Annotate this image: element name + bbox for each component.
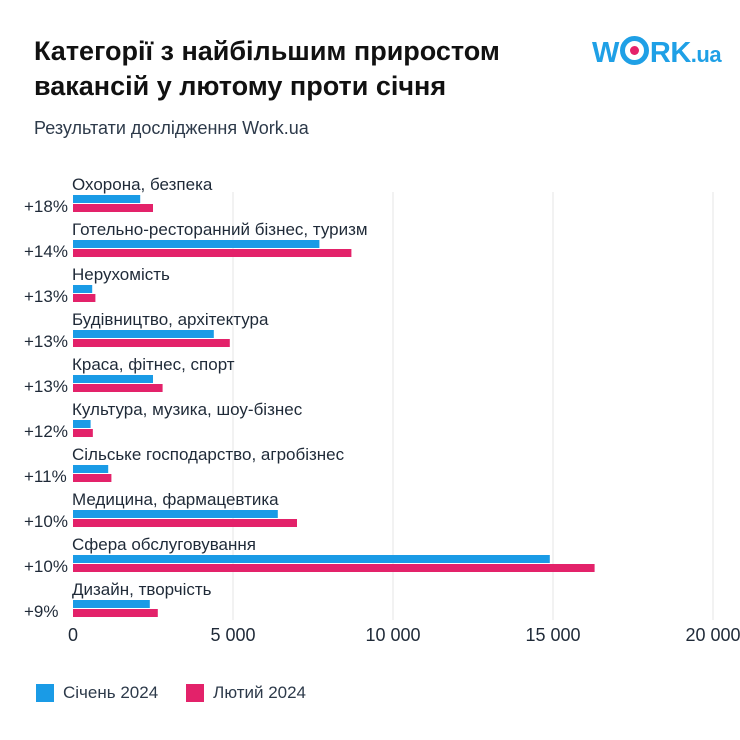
bar-feb	[73, 204, 153, 212]
legend-label-feb: Лютий 2024	[213, 683, 307, 702]
bar-feb	[73, 249, 352, 257]
bar-feb	[73, 519, 297, 527]
growth-label: +18%	[24, 197, 68, 216]
category-label: Медицина, фармацевтика	[72, 490, 279, 509]
category-label: Сільське господарство, агробізнес	[72, 445, 345, 464]
bar-feb	[73, 429, 93, 437]
category-label: Дизайн, творчість	[72, 580, 212, 599]
bar-jan	[73, 240, 320, 248]
x-tick-label: 20 000	[685, 625, 740, 645]
work-ua-logo: W RK.ua	[592, 36, 722, 69]
x-tick-label: 0	[68, 625, 78, 645]
category-label: Сфера обслуговування	[72, 535, 256, 554]
bar-jan	[73, 330, 214, 338]
legend-swatch-jan	[36, 684, 54, 702]
bar-jan	[73, 510, 278, 518]
legend-label-jan: Січень 2024	[63, 683, 159, 702]
bar-jan	[73, 600, 150, 608]
growth-label: +13%	[24, 287, 68, 306]
growth-label: +9%	[24, 602, 59, 621]
bar-jan	[73, 285, 93, 293]
growth-label: +13%	[24, 332, 68, 351]
bar-jan	[73, 555, 550, 563]
bar-jan	[73, 375, 153, 383]
bar-feb	[73, 474, 112, 482]
category-label: Готельно-ресторанний бізнес, туризм	[72, 220, 368, 239]
x-tick-label: 10 000	[365, 625, 420, 645]
category-label: Культура, музика, шоу-бізнес	[72, 400, 303, 419]
category-label: Нерухомість	[72, 265, 170, 284]
bar-feb	[73, 609, 158, 617]
bar-feb	[73, 339, 230, 347]
growth-label: +10%	[24, 557, 68, 576]
category-label: Будівництво, архітектура	[72, 310, 269, 329]
growth-label: +10%	[24, 512, 68, 531]
growth-label: +14%	[24, 242, 68, 261]
growth-label: +12%	[24, 422, 68, 441]
x-tick-label: 15 000	[525, 625, 580, 645]
bar-jan	[73, 465, 109, 473]
bar-feb	[73, 384, 163, 392]
category-label: Охорона, безпека	[72, 175, 213, 194]
bar-feb	[73, 294, 96, 302]
chart-subtitle: Результати дослідження Work.ua	[34, 118, 309, 138]
legend-item-feb: Лютий 2024	[186, 683, 306, 703]
x-tick-label: 5 000	[210, 625, 255, 645]
bar-jan	[73, 420, 91, 428]
legend-item-jan: Січень 2024	[36, 683, 158, 703]
bar-jan	[73, 195, 141, 203]
legend-swatch-feb	[186, 684, 205, 702]
category-label: Краса, фітнес, спорт	[72, 355, 235, 374]
growth-label: +11%	[24, 467, 67, 486]
growth-label: +13%	[24, 377, 68, 396]
legend: Січень 2024 Лютий 2024	[36, 683, 306, 703]
bar-feb	[73, 564, 595, 572]
chart-title: Категорії з найбільшим приростом вакансі…	[34, 36, 500, 101]
